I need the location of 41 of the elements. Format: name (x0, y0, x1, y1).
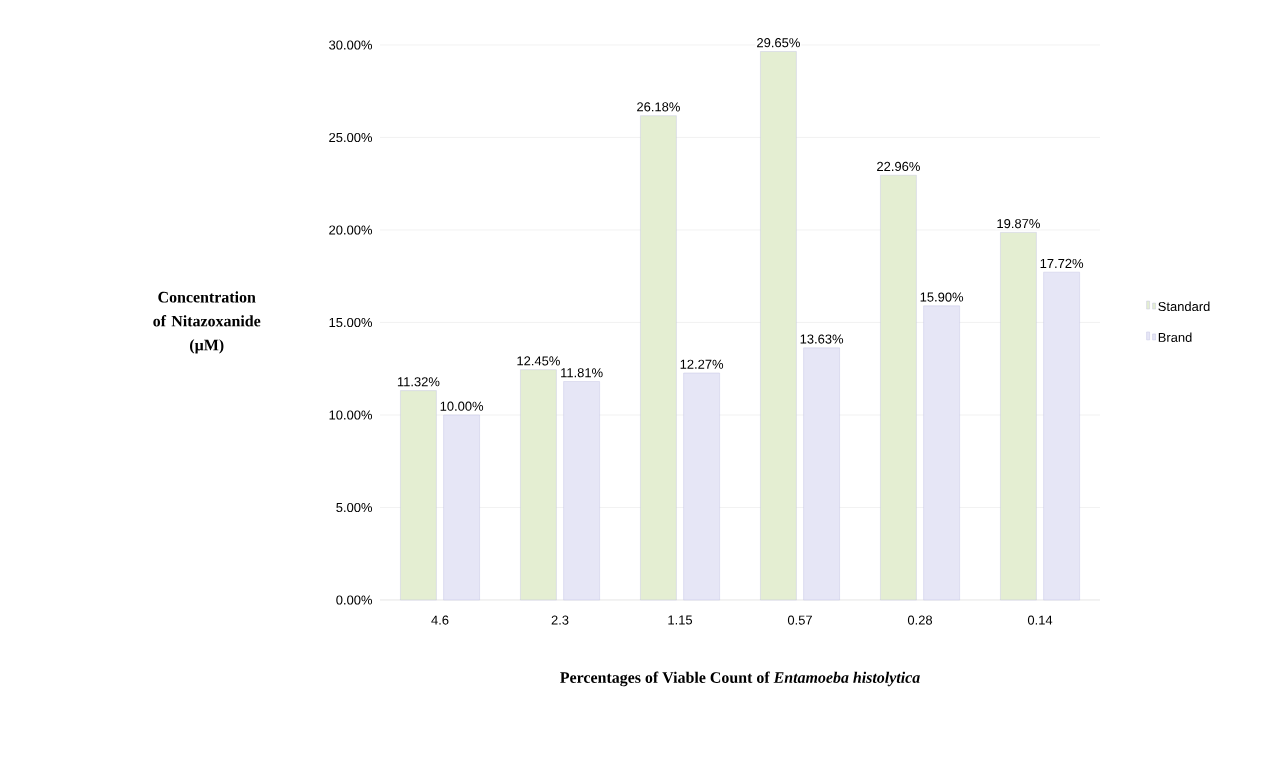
bar (563, 381, 600, 601)
y-tick-label: 20.00% (329, 225, 373, 235)
bar (683, 372, 720, 601)
y-tick-label: 0.00% (336, 595, 373, 605)
data-label: 22.96% (877, 161, 920, 172)
x-tick-label: 0.28 (907, 615, 933, 625)
bar (640, 115, 677, 601)
bar (923, 305, 960, 601)
x-axis-title: Percentages of Viable Count of Entamoeba histolytica (560, 671, 920, 687)
bar (520, 369, 557, 601)
legend-label: Brand (1158, 332, 1192, 342)
data-label: 15.90% (920, 292, 964, 302)
y-tick-label: 30.00% (329, 40, 373, 50)
bar (803, 347, 840, 601)
x-tick-label: 0.14 (1027, 615, 1053, 625)
legend-label: Standard (1158, 301, 1210, 312)
data-label: 12.27% (680, 359, 724, 369)
x-tick-label: 0.57 (787, 615, 812, 625)
bar (443, 414, 480, 601)
data-label: 17.72% (1040, 258, 1084, 268)
data-label: 11.81% (561, 368, 603, 378)
y-tick-label: 15.00% (329, 317, 373, 328)
x-tick-label: 1.15 (668, 615, 693, 625)
y-axis-title: Concentration of Nitazoxanide (µM) (153, 291, 261, 354)
x-tick-label: 4.6 (431, 615, 449, 625)
data-label: 19.87% (997, 219, 1040, 229)
bar (760, 51, 797, 601)
data-label: 11.32% (397, 377, 440, 387)
y-tick-label: 5.00% (336, 502, 373, 513)
data-label: 12.45% (517, 356, 560, 366)
bar (400, 390, 437, 601)
data-label: 10.00% (440, 401, 484, 411)
y-tick-label: 25.00% (329, 132, 373, 143)
data-label: 26.18% (637, 102, 680, 112)
bar (880, 175, 917, 601)
bar (1043, 271, 1080, 601)
x-tick-label: 2.3 (551, 615, 569, 625)
y-tick-label: 10.00% (329, 410, 373, 420)
bar (1000, 232, 1037, 601)
data-label: 13.63% (800, 334, 844, 344)
data-label: 29.65% (757, 38, 800, 48)
